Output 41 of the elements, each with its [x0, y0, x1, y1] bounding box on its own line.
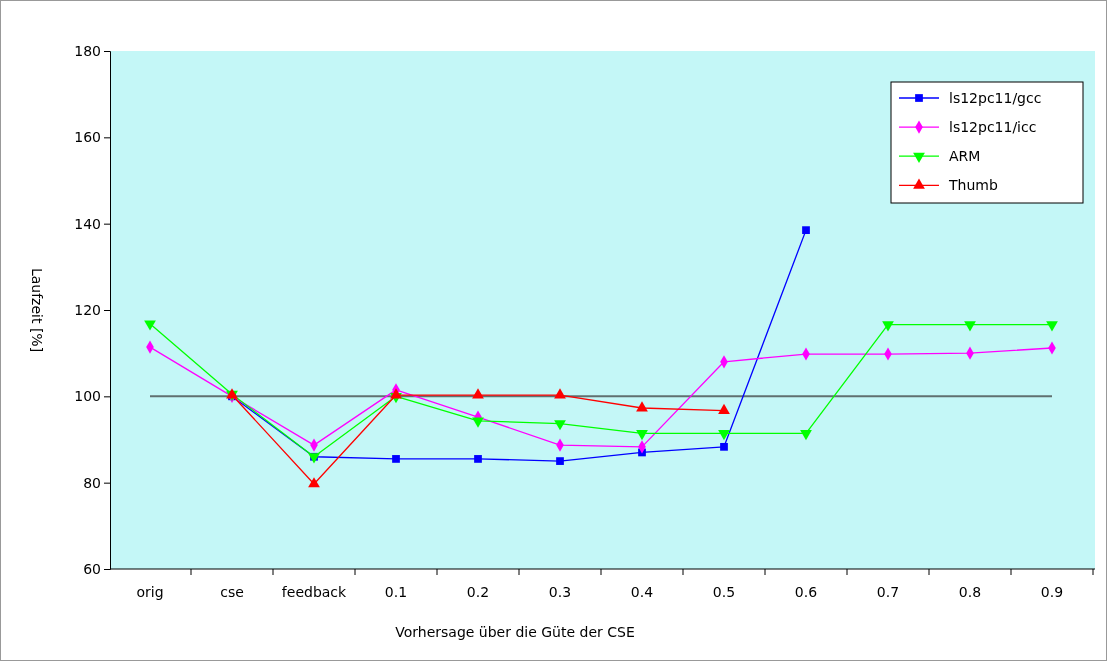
x-tick-label: 0.2	[466, 584, 490, 600]
y-tick-label: 80	[83, 474, 101, 491]
x-tick-label: 0.6	[794, 584, 818, 600]
x-tick-label: 0.7	[876, 584, 900, 600]
point	[636, 401, 648, 412]
point	[390, 388, 402, 399]
point	[556, 457, 564, 465]
point	[474, 455, 482, 463]
y-tick-label: 140	[74, 215, 101, 232]
point	[144, 320, 156, 331]
x-tick-label: 0.1	[384, 584, 408, 600]
x-tick-label: 0.5	[712, 584, 736, 600]
point	[882, 321, 894, 332]
x-tick-label: cse	[220, 584, 244, 600]
point	[392, 455, 400, 463]
legend-label: Thumb	[948, 177, 998, 194]
x-axis-title: Vorhersage über die Güte der CSE	[395, 624, 635, 640]
y-tick-label: 160	[74, 129, 101, 146]
point	[720, 442, 728, 451]
point	[554, 388, 566, 399]
x-tick-label: feedback	[281, 584, 348, 600]
y-tick-label: 100	[74, 388, 101, 405]
point	[802, 226, 810, 235]
point	[472, 417, 484, 428]
legend-label: ls12pc11/gcc	[949, 90, 1042, 106]
point	[472, 388, 484, 399]
x-tick-label: 0.9	[1040, 584, 1064, 600]
point	[554, 420, 566, 431]
x-tick-label: 0.8	[958, 584, 982, 600]
point	[964, 321, 976, 332]
legend-label: ls12pc11/icc	[949, 119, 1037, 136]
y-axis-title: Laufzeit [%]	[29, 267, 45, 353]
x-tick-label: 0.3	[548, 584, 572, 600]
y-tick-label: 120	[74, 301, 101, 318]
y-tick-label: 180	[74, 42, 101, 59]
legend-label: ARM	[949, 148, 981, 165]
x-tick-label: 0.4	[630, 584, 654, 600]
y-tick-label: 60	[83, 560, 101, 577]
x-tick-label: orig	[136, 584, 164, 600]
point	[1046, 321, 1058, 332]
point	[308, 477, 320, 488]
